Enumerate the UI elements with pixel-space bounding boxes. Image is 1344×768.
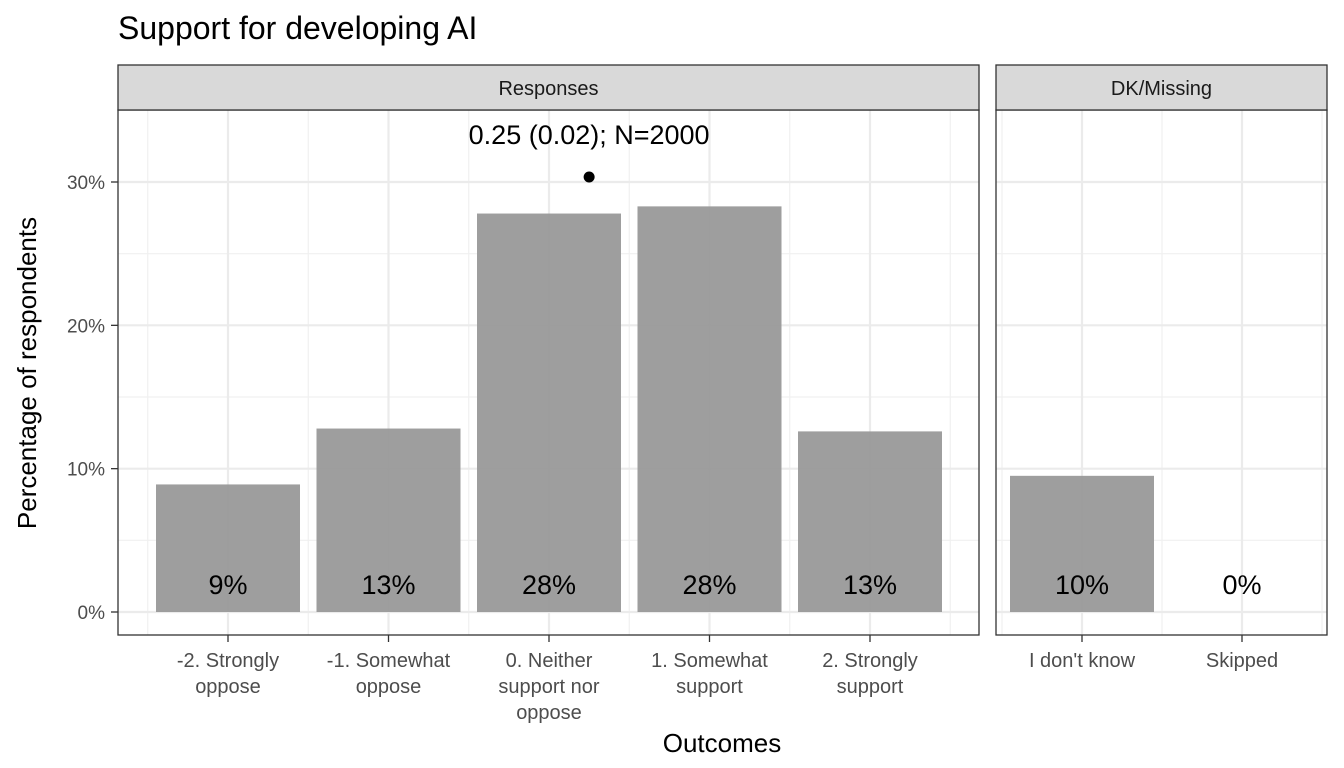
facet-strip-label: Responses	[498, 78, 598, 100]
y-axis-title: Percentage of respondents	[12, 217, 42, 529]
chart-title: Support for developing AI	[118, 10, 477, 46]
x-tick-label-1-1: Skipped	[1206, 650, 1278, 672]
bar-0-0	[156, 484, 300, 612]
bar-0-3	[637, 206, 782, 612]
bar-0-1	[316, 428, 461, 612]
bar-0-2	[477, 213, 621, 613]
facet-strip	[117, 64, 980, 111]
mean-annotation: 0.25 (0.02); N=2000	[469, 120, 710, 150]
y-tick-label-0: 0%	[78, 603, 106, 624]
bar-label-0-4: 13%	[843, 570, 897, 600]
y-tick-label-1: 10%	[67, 460, 105, 481]
x-tick-label-0-4: 2. Strongly support	[822, 650, 918, 698]
mean-point	[583, 171, 595, 183]
y-tick-label-3: 30%	[67, 173, 105, 194]
bar-label-0-1: 13%	[361, 570, 415, 600]
bar-label-1-0: 10%	[1055, 570, 1109, 600]
y-tick-label-2: 20%	[67, 316, 105, 337]
facet-strip	[995, 64, 1328, 111]
y-axis: 0% 10% 20% 30%	[67, 173, 118, 624]
bar-label-0-0: 9%	[208, 570, 247, 600]
x-tick-label-0-3: 1. Somewhat support	[651, 650, 768, 698]
x-tick-label-0-2: 0. Neither support nor oppose	[498, 650, 600, 724]
bar-1-0	[1010, 475, 1154, 612]
bar-0-4	[798, 431, 942, 612]
bar-label-1-1: 0%	[1222, 570, 1261, 600]
facet-strip-label: DK/Missing	[1111, 78, 1212, 100]
bar-label-0-2: 28%	[522, 570, 576, 600]
x-tick-label-0-1: -1. Somewhat oppose	[327, 650, 451, 698]
x-tick-label-0-0: -2. Strongly oppose	[177, 650, 279, 698]
bar-label-0-3: 28%	[682, 570, 736, 600]
x-axis-title: Outcomes	[663, 728, 782, 758]
panel-dk-missing: 10% 0% DK/Missing I don't know Skipped	[995, 64, 1328, 672]
x-tick-label-1-0: I don't know	[1029, 650, 1136, 672]
panel-responses: 9% 13% 28% 28% 13% Responses -2. Strongly oppos…	[117, 64, 980, 724]
